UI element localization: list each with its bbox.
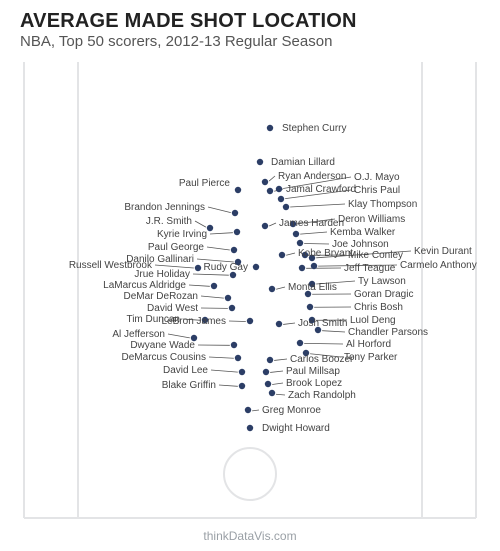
player-label: Monta Ellis	[288, 282, 337, 293]
player-dot	[263, 369, 269, 375]
player-dot	[297, 340, 303, 346]
player-dot	[257, 159, 263, 165]
player-dot	[269, 286, 275, 292]
court-plot: Stephen Curry Damian Lillard Ryan Anderson…	[0, 0, 500, 551]
player-dot	[267, 125, 273, 131]
player-dot	[232, 210, 238, 216]
player-dot	[239, 369, 245, 375]
player-label: DeMar DeRozan	[124, 291, 198, 302]
player-label: Deron Williams	[338, 214, 405, 225]
player-dot	[279, 252, 285, 258]
player-label: Kobe Bryant	[298, 248, 353, 259]
player-label: Chandler Parsons	[348, 327, 428, 338]
player-dot	[267, 188, 273, 194]
player-label: Kemba Walker	[330, 227, 396, 238]
player-label: Kyrie Irving	[157, 229, 207, 240]
player-label: Blake Griffin	[162, 380, 216, 391]
player-dot	[195, 265, 201, 271]
player-label: Chris Paul	[354, 185, 400, 196]
player-label: Al Jefferson	[112, 329, 165, 340]
player-label: Paul Millsap	[286, 366, 340, 377]
player-label: Greg Monroe	[262, 405, 321, 416]
player-label: David Lee	[163, 365, 208, 376]
player-label: Klay Thompson	[348, 199, 417, 210]
player-label: Ryan Anderson	[278, 171, 346, 182]
player-dot	[293, 231, 299, 237]
player-dot	[265, 381, 271, 387]
player-dot	[267, 357, 273, 363]
player-dot	[239, 383, 245, 389]
player-dot	[235, 187, 241, 193]
player-label: Brook Lopez	[286, 378, 342, 389]
player-label: O.J. Mayo	[354, 172, 400, 183]
player-label: Rudy Gay	[204, 262, 248, 273]
credit-text: thinkDataVis.com	[0, 529, 500, 543]
player-label: Zach Randolph	[288, 390, 356, 401]
player-dot	[276, 321, 282, 327]
player-label: Paul George	[148, 242, 205, 253]
player-label: Kevin Durant	[414, 246, 472, 257]
player-label: Dwight Howard	[262, 423, 330, 434]
player-label: David West	[147, 303, 198, 314]
player-label: Stephen Curry	[282, 123, 346, 134]
player-dot	[299, 265, 305, 271]
player-dot	[283, 204, 289, 210]
player-dot	[269, 390, 275, 396]
player-dot	[231, 342, 237, 348]
player-label: Jeff Teague	[344, 263, 396, 274]
player-dot	[262, 179, 268, 185]
player-dot	[235, 355, 241, 361]
labels: Stephen Curry Damian Lillard Ryan Anderson…	[69, 123, 477, 434]
player-label: Dwyane Wade	[130, 340, 195, 351]
player-dot	[311, 263, 317, 269]
player-label: DeMarcus Cousins	[122, 352, 206, 363]
player-dot	[247, 425, 253, 431]
player-dot	[297, 240, 303, 246]
player-dot	[245, 407, 251, 413]
shot-location-chart: AVERAGE MADE SHOT LOCATION NBA, Top 50 s…	[0, 0, 500, 551]
player-label: LaMarcus Aldridge	[103, 280, 186, 291]
player-dot	[276, 186, 282, 192]
player-dot	[307, 304, 313, 310]
player-label: Damian Lillard	[271, 157, 335, 168]
player-dot	[234, 229, 240, 235]
player-dot	[278, 196, 284, 202]
player-label: Josh Smith	[298, 318, 347, 329]
player-dot	[211, 283, 217, 289]
player-dot	[253, 264, 259, 270]
player-label: Carmelo Anthony	[400, 260, 477, 271]
player-label: J.R. Smith	[146, 216, 192, 227]
player-label: Carlos Boozer	[290, 354, 354, 365]
player-label: Al Horford	[346, 339, 391, 350]
player-label: Brandon Jennings	[124, 202, 205, 213]
player-label: Ty Lawson	[358, 276, 406, 287]
player-dot	[207, 225, 213, 231]
player-label: Chris Bosh	[354, 302, 403, 313]
player-label: Goran Dragic	[354, 289, 413, 300]
player-label: Jamal Crawford	[286, 184, 356, 195]
player-dot	[262, 223, 268, 229]
player-label: LeBron James	[162, 316, 226, 327]
player-dot	[229, 305, 235, 311]
player-dot	[231, 247, 237, 253]
player-label: Mike Conley	[348, 250, 403, 261]
player-dot	[225, 295, 231, 301]
player-label: Paul Pierce	[179, 178, 231, 189]
player-label: Luol Deng	[350, 315, 396, 326]
player-label: Jrue Holiday	[134, 269, 190, 280]
player-dot	[247, 318, 253, 324]
